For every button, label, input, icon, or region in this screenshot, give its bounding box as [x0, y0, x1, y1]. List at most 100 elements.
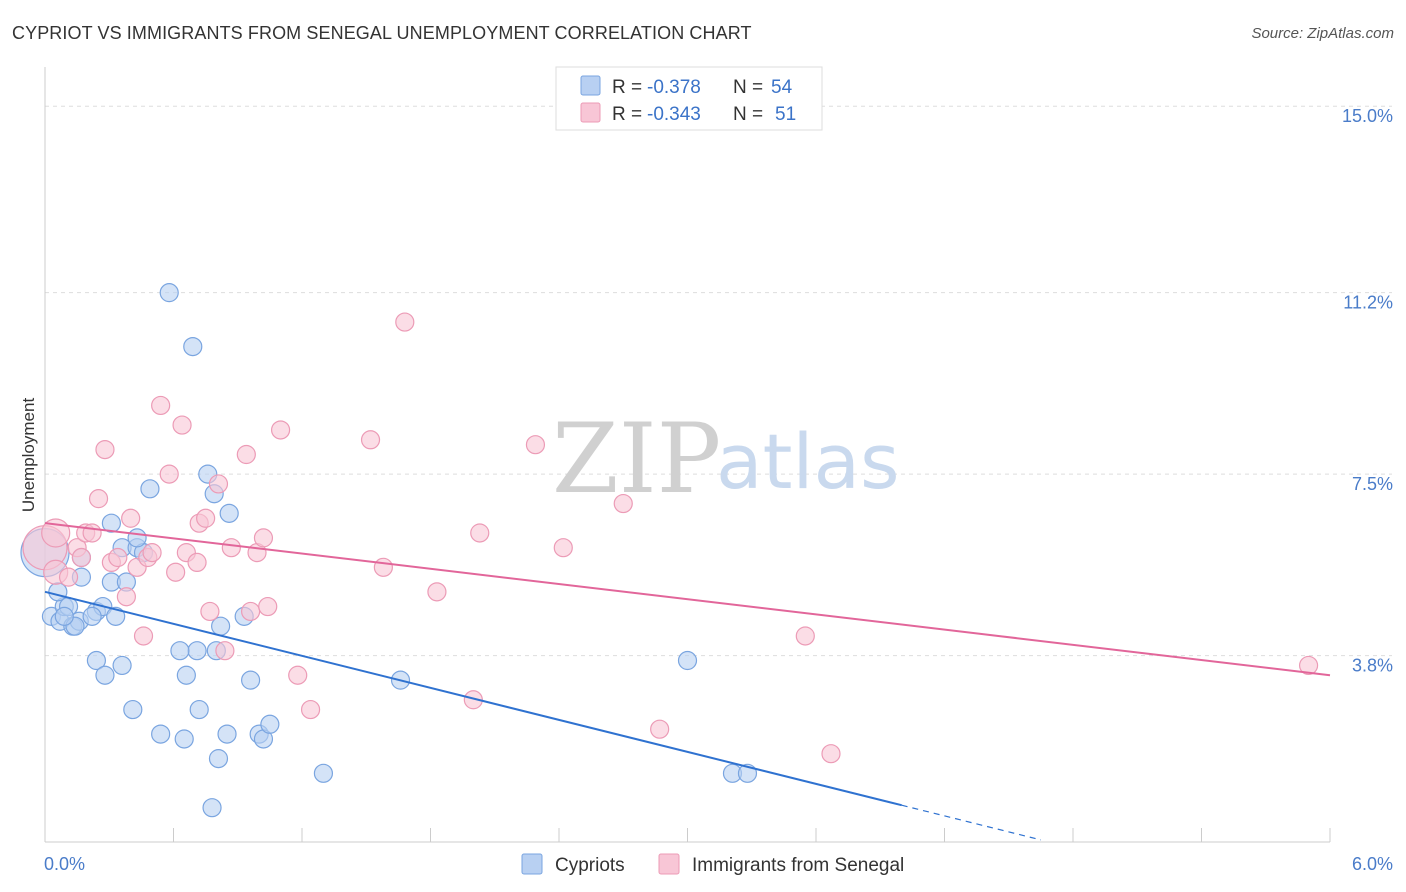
cypriots-point-49 [677, 650, 698, 671]
cypriots-point-29 [187, 641, 207, 661]
senegal-point-45 [613, 493, 633, 514]
grid-lines [45, 105, 1392, 657]
cypriots-point-35 [112, 655, 132, 676]
bottom-legend-swatch-cypriots [521, 853, 543, 875]
senegal-point-24 [196, 508, 216, 528]
senegal-point-11 [116, 587, 136, 607]
y-tick-label-1: 7.5% [1352, 474, 1393, 494]
cypriots-point-45 [208, 749, 229, 769]
bottom-legend-label-cypriots: Cypriots [555, 855, 625, 876]
senegal-point-16 [133, 626, 154, 646]
senegal-point-46 [650, 719, 670, 739]
cypriots-point-20 [101, 513, 121, 533]
legend-r-value-pink: -0.343 [647, 104, 701, 125]
cypriots-point-13 [106, 606, 126, 626]
cypriots-point-36 [123, 699, 143, 720]
x-axis-ticks [44, 828, 1331, 842]
chart-title: CYPRIOT VS IMMIGRANTS FROM SENEGAL UNEMP… [12, 23, 752, 43]
watermark: ZIP atlas [552, 403, 900, 515]
series-cypriots-points [20, 283, 758, 818]
cypriots-point-44 [260, 714, 280, 734]
cypriots-point-52 [82, 606, 102, 626]
correlation-legend: R = -0.378 N = 54 R = -0.343 N = 51 [555, 66, 823, 131]
senegal-point-8 [95, 439, 115, 460]
y-axis-title: Unemployment [19, 398, 38, 513]
cypriots-point-47 [313, 763, 334, 783]
senegal-point-15 [142, 543, 162, 563]
senegal-point-32 [253, 528, 274, 548]
cypriots-point-31 [170, 641, 190, 661]
senegal-point-7 [88, 489, 109, 509]
senegal-point-35 [288, 665, 308, 685]
senegal-point-43 [525, 435, 546, 455]
senegal-point-28 [221, 538, 241, 558]
senegal-point-36 [300, 699, 321, 720]
cypriots-point-40 [217, 724, 237, 744]
trend-lines [44, 522, 1331, 841]
senegal-point-20 [172, 415, 192, 435]
senegal-point-26 [208, 474, 229, 494]
cypriots-point-37 [151, 724, 171, 744]
senegal-point-47 [795, 626, 815, 646]
y-axis-tick-labels: 3.8% 7.5% 11.2% 15.0% [1342, 106, 1393, 675]
senegal-point-17 [151, 395, 171, 416]
cypriots-point-32 [176, 665, 196, 685]
legend-r-label-blue: R = [612, 77, 642, 98]
senegal-point-39 [395, 312, 415, 332]
cypriots-point-22 [159, 283, 179, 303]
x-tick-label-max: 6.0% [1352, 854, 1393, 874]
senegal-point-34 [270, 420, 291, 440]
source-label: Source: ZipAtlas.com [1251, 25, 1394, 42]
watermark-zip: ZIP [552, 403, 721, 515]
senegal-point-33 [258, 596, 278, 617]
cypriots-point-19 [127, 528, 147, 548]
senegal-point-3 [58, 567, 79, 587]
bottom-legend-label-senegal: Immigrants from Senegal [692, 855, 904, 876]
senegal-point-10 [108, 547, 128, 568]
cypriots-point-33 [86, 650, 107, 671]
cypriots-point-53 [54, 606, 74, 626]
series-legend: Cypriots Immigrants from Senegal [521, 853, 904, 876]
legend-swatch-pink [580, 102, 601, 123]
cypriots-point-38 [174, 729, 194, 749]
legend-r-label-pink: R = [612, 104, 642, 125]
senegal-point-18 [159, 464, 179, 484]
legend-r-value-blue: -0.378 [647, 77, 701, 98]
senegal-point-12 [121, 508, 141, 528]
senegal-point-19 [166, 562, 186, 582]
cypriots-point-34 [95, 665, 115, 685]
cypriots-point-46 [202, 798, 222, 818]
senegal-point-48 [821, 744, 841, 764]
watermark-atlas: atlas [716, 417, 900, 506]
cypriots-point-26 [219, 503, 239, 523]
legend-swatch-blue [580, 75, 601, 96]
senegal-point-30 [241, 601, 261, 622]
senegal-point-22 [187, 552, 207, 573]
senegal-point-42 [470, 523, 490, 543]
bottom-legend-swatch-senegal [658, 853, 680, 875]
legend-n-label-blue: N = [733, 77, 763, 98]
senegal-trend-line [44, 522, 1331, 677]
senegal-point-6 [71, 547, 92, 568]
y-tick-label-2: 11.2% [1343, 293, 1393, 313]
senegal-point-44 [553, 538, 573, 558]
legend-n-value-pink: 51 [775, 104, 796, 125]
legend-n-label-pink: N = [733, 104, 763, 125]
legend-n-value-blue: 54 [771, 77, 793, 98]
senegal-point-25 [200, 601, 220, 622]
senegal-point-40 [427, 582, 447, 602]
senegal-point-37 [360, 430, 381, 450]
senegal-point-49 [1298, 655, 1319, 676]
x-tick-label-min: 0.0% [44, 854, 85, 874]
y-tick-label-3: 15.0% [1342, 106, 1393, 126]
senegal-point-50 [82, 523, 102, 543]
cypriots-trend-extension [901, 804, 1042, 841]
senegal-point-29 [236, 444, 256, 465]
senegal-point-27 [215, 641, 235, 661]
cypriots-point-41 [241, 670, 261, 690]
y-tick-label-0: 3.8% [1352, 656, 1393, 676]
series-senegal-points [22, 312, 1319, 764]
cypriots-trend-line [44, 590, 902, 807]
cypriots-point-21 [140, 479, 160, 499]
